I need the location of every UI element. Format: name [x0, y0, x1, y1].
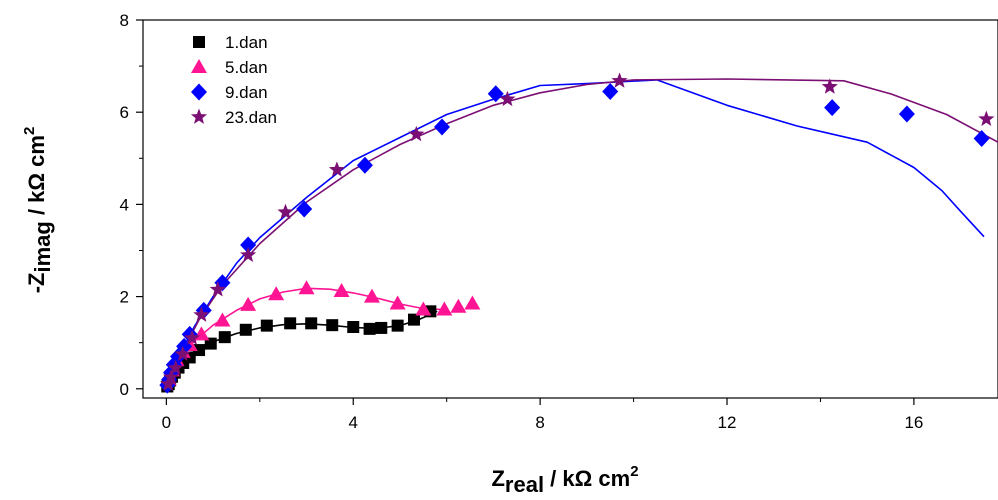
data-point-1-dan [375, 321, 388, 334]
data-point-5-dan [298, 280, 315, 295]
legend-marker [193, 36, 205, 48]
data-point-23-dan [408, 125, 425, 142]
data-point-23-dan [328, 161, 345, 177]
legend-item-23-dan: 23.dan [190, 108, 277, 127]
data-point-1-dan [260, 319, 273, 332]
data-point-9-dan [973, 129, 990, 147]
data-point-5-dan [333, 283, 350, 298]
legend-item-9-dan: 9.dan [191, 83, 268, 102]
data-point-23-dan [277, 203, 294, 220]
data-point-9-dan [898, 105, 915, 123]
data-point-1-dan [391, 319, 404, 332]
data-point-9-dan [434, 118, 451, 136]
data-point-23-dan [174, 345, 191, 362]
data-point-5-dan [450, 298, 467, 313]
y-tick-label: 0 [120, 380, 129, 399]
data-point-5-dan [214, 312, 231, 327]
y-tick-label: 6 [120, 103, 129, 122]
data-point-1-dan [193, 344, 206, 357]
x-tick-label: 8 [535, 413, 544, 432]
legend-marker [191, 83, 207, 101]
x-tick-label: 0 [162, 413, 171, 432]
data-point-23-dan [162, 368, 180, 385]
data-point-23-dan [978, 110, 995, 126]
y-tick-label: 2 [120, 288, 129, 307]
data-markers [159, 72, 995, 394]
data-point-9-dan [356, 156, 373, 174]
data-point-5-dan [268, 286, 285, 301]
data-point-23-dan [611, 72, 628, 88]
data-point-1-dan [239, 323, 252, 336]
data-point-23-dan [209, 281, 226, 297]
legend-label: 9.dan [225, 83, 268, 102]
data-point-5-dan [464, 295, 481, 310]
data-point-9-dan [240, 236, 257, 254]
data-point-1-dan [347, 321, 360, 334]
legend-item-5-dan: 5.dan [191, 58, 268, 77]
y-axis-title: -Zimag / kΩ cm2 [21, 127, 55, 294]
data-point-23-dan [499, 90, 516, 107]
legend-label: 23.dan [225, 108, 277, 127]
data-point-1-dan [204, 337, 217, 350]
data-point-1-dan [407, 313, 420, 326]
data-point-5-dan [363, 288, 380, 303]
fit-line-9-dan [165, 79, 985, 390]
fit-lines [165, 78, 998, 390]
x-tick-label: 4 [349, 413, 358, 432]
legend-marker [191, 59, 207, 73]
y-tick-labels: 0 2 4 6 8 [120, 11, 129, 399]
data-point-1-dan [326, 319, 339, 332]
data-point-23-dan [821, 78, 838, 94]
data-point-23-dan [167, 359, 184, 375]
legend-label: 5.dan [225, 58, 268, 77]
data-point-9-dan [602, 82, 619, 100]
x-axis-title: Zreal / kΩ cm2 [491, 463, 638, 497]
legend-marker [190, 108, 208, 124]
x-tick-label: 16 [904, 413, 923, 432]
y-tick-label: 8 [120, 11, 129, 30]
data-point-1-dan [305, 317, 318, 330]
data-point-1-dan [363, 322, 376, 335]
data-point-23-dan [183, 329, 201, 345]
data-point-1-dan [284, 317, 297, 330]
legend: 1.dan 5.dan 9.dan 23.dan [190, 33, 277, 127]
data-point-5-dan [240, 296, 257, 311]
legend-item-1-dan: 1.dan [193, 33, 268, 52]
y-tick-label: 4 [120, 195, 129, 214]
plot-frame [142, 19, 998, 399]
x-tick-labels: 0 4 8 12 16 [162, 413, 924, 432]
data-point-9-dan [296, 200, 313, 218]
data-point-5-dan [436, 301, 453, 316]
data-point-23-dan [193, 306, 210, 322]
data-point-23-dan [240, 246, 257, 262]
data-point-1-dan [218, 331, 231, 344]
legend-label: 1.dan [225, 33, 268, 52]
axis-ticks [136, 19, 915, 405]
data-point-5-dan [389, 295, 406, 310]
x-tick-label: 12 [718, 413, 737, 432]
data-point-9-dan [824, 99, 841, 117]
data-point-23-dan [160, 375, 177, 392]
data-point-5-dan [415, 301, 432, 316]
data-point-9-dan [487, 85, 504, 103]
fit-line-23-dan [165, 78, 998, 390]
